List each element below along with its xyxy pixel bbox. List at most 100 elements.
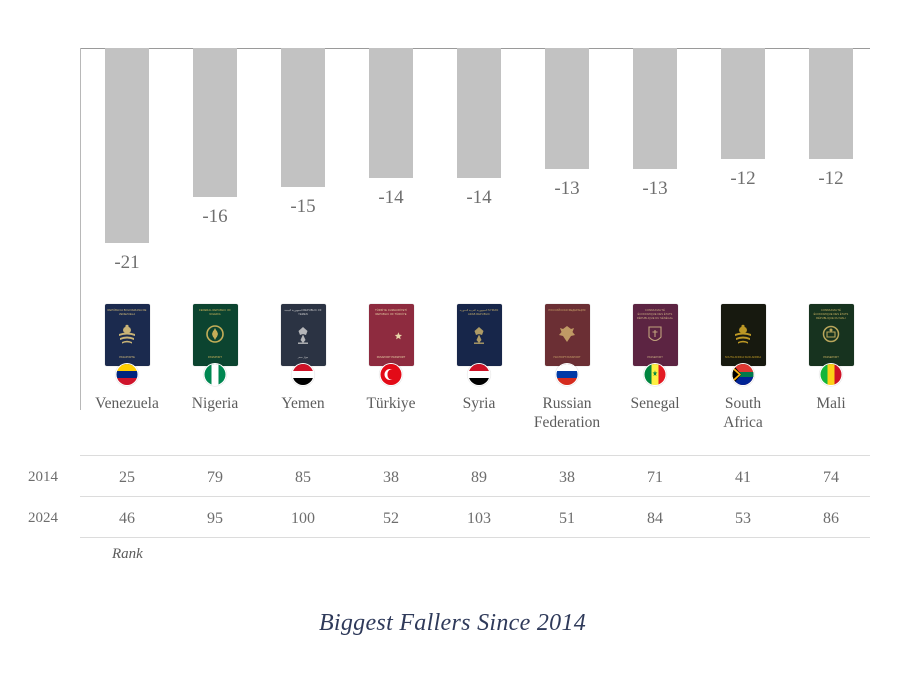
passport-bottom-text: جواز سفر: [297, 356, 309, 360]
table-cell: 25: [119, 469, 135, 486]
country-label-line: Federation: [533, 414, 601, 432]
country-label: South Africa: [688, 394, 798, 433]
table-cell: 74: [823, 469, 839, 486]
table-row-header-2014: 2014: [28, 469, 58, 485]
bar-column-t-rkiye: -14 TÜRKİYE CUMHURİYETİ REPUBLIC OF TÜRKİ…: [347, 48, 435, 412]
flag-icon-venezuela: [115, 363, 139, 386]
bar-value-label: -13: [642, 177, 668, 199]
flag-icon-senegal: [643, 363, 667, 386]
country-label-line: Venezuela: [95, 395, 159, 412]
passport-top-text: الجمهورية اليمنية REPUBLIC OF YEMEN: [284, 309, 322, 316]
table-separator-line: [80, 455, 870, 456]
bar-column-mali: -12 COMMUNAUTÉ ÉCONOMIQUE DES ÉTATS RÉPUB…: [787, 48, 875, 412]
passport-bottom-text: PASAPORT PASSPORT: [376, 356, 406, 360]
passport-image: SOUTH AFRICA SUID-AFRIKA: [717, 304, 769, 386]
country-label-line: Mali: [816, 395, 846, 412]
passport-top-text: الجمهورية العربية السورية SYRIAN ARAB RE…: [459, 309, 499, 316]
passport-bottom-text: PASSEPORT: [823, 356, 839, 360]
passport-bottom-text: PASAPORTE: [119, 356, 135, 360]
chart-title: Biggest Fallers Since 2014: [318, 610, 587, 636]
passport-image: REPÚBLICA BOLIVARIANA DE VENEZUELA PASAPO…: [101, 304, 153, 386]
country-label-line: Russian: [542, 395, 592, 412]
bar-column-south-africa: -12 SOUTH AFRICA SUID-AFRIKA South Africa: [699, 48, 787, 431]
passport-top-text: TÜRKİYE CUMHURİYETİ REPUBLIC OF TÜRKİYE: [375, 309, 407, 316]
table-row-header-2024: 2024: [28, 510, 58, 526]
bar[interactable]: [545, 48, 589, 169]
bar-value-label: -13: [554, 177, 580, 199]
flag-icon-mali: [819, 363, 843, 386]
table-cell: 103: [467, 510, 491, 527]
table-cell: 52: [383, 510, 399, 527]
passport-top-text: COMMUNAUTÉ ÉCONOMIQUE DES ÉTATS RÉPUBLIQ…: [636, 309, 674, 320]
country-label-line: Senegal: [630, 395, 680, 412]
bar[interactable]: [105, 48, 149, 243]
country-label: Syria: [424, 394, 534, 413]
table-cell: 79: [207, 469, 223, 486]
bar-column-nigeria: -16 FEDERAL REPUBLIC OF NIGERIA PASSPORT Ni…: [171, 48, 259, 412]
bar[interactable]: [457, 48, 501, 178]
axis-left-line: [80, 48, 81, 410]
country-label: Venezuela: [72, 394, 182, 413]
flag-icon-yemen: [291, 363, 315, 386]
country-label: Nigeria: [160, 394, 270, 413]
table-cell: 71: [647, 469, 663, 486]
passport-bottom-text: PASSEPORT: [647, 356, 663, 360]
country-label: Mali: [776, 394, 886, 413]
passport-emblem-icon: [467, 322, 491, 348]
passport-bottom-text: SOUTH AFRICA SUID-AFRIKA: [724, 356, 762, 360]
country-label-line: Nigeria: [191, 395, 239, 412]
country-label-line: Türkiye: [366, 395, 416, 412]
country-label-line: Yemen: [281, 395, 325, 412]
bar-column-syria: -14 الجمهورية العربية السورية SYRIAN ARAB…: [435, 48, 523, 412]
table-separator-line: [80, 537, 870, 538]
table-cell: 95: [207, 510, 223, 527]
passport-emblem-icon: [731, 322, 755, 348]
table-cell: 41: [735, 469, 751, 486]
table-cell: 85: [295, 469, 311, 486]
passport-emblem-icon: [819, 322, 843, 348]
passport-top-text: REPÚBLICA BOLIVARIANA DE VENEZUELA: [107, 309, 147, 316]
passport-top-text: COMMUNAUTÉ ÉCONOMIQUE DES ÉTATS RÉPUBLIQ…: [813, 309, 849, 320]
bar-value-label: -21: [114, 252, 140, 273]
passport-image: COMMUNAUTÉ ÉCONOMIQUE DES ÉTATS RÉPUBLIQ…: [805, 304, 857, 386]
bar-value-label: -12: [730, 168, 756, 190]
bar[interactable]: [193, 48, 237, 197]
passport-bottom-text: PASSPORT: [208, 356, 222, 360]
flag-icon-russian-federation: [555, 363, 579, 386]
passport-emblem-icon: [115, 322, 139, 348]
country-label-line: Syria: [462, 395, 496, 412]
country-label: Russian Federation: [512, 394, 622, 433]
country-label-line: Africa: [723, 414, 763, 432]
passport-emblem-icon: [203, 322, 227, 348]
table-cell: 51: [559, 510, 575, 527]
bar-value-label: -16: [202, 205, 228, 227]
passport-top-text: FEDERAL REPUBLIC OF NIGERIA: [199, 309, 231, 316]
bar[interactable]: [809, 48, 853, 160]
bar-chart-plot-area: -21 REPÚBLICA BOLIVARIANA DE VENEZUELA PAS…: [80, 48, 870, 431]
passport-cover: TÜRKİYE CUMHURİYETİ REPUBLIC OF TÜRKİYE P…: [368, 304, 414, 366]
passport-image: FEDERAL REPUBLIC OF NIGERIA PASSPORT: [189, 304, 241, 386]
bar-value-label: -12: [818, 168, 844, 190]
bar[interactable]: [721, 48, 765, 160]
passport-cover: الجمهورية العربية السورية SYRIAN ARAB RE…: [456, 304, 502, 366]
bar-column-russian-federation: -13 РОССИЙСКАЯ ФЕДЕРАЦИЯ ПАСПОРТ PASSPORT R…: [523, 48, 611, 431]
bar[interactable]: [281, 48, 325, 188]
flag-icon-nigeria: [203, 363, 227, 386]
table-separator-line: [80, 496, 870, 497]
country-label: Türkiye: [336, 394, 446, 413]
table-cell: 89: [471, 469, 487, 486]
passport-cover: FEDERAL REPUBLIC OF NIGERIA PASSPORT: [192, 304, 238, 366]
flag-icon-syria: [467, 363, 491, 386]
passport-cover: REPÚBLICA BOLIVARIANA DE VENEZUELA PASAPO…: [104, 304, 150, 366]
country-label: Yemen: [248, 394, 358, 413]
table-cell: 53: [735, 510, 751, 527]
flag-icon-t-rkiye: [379, 363, 403, 386]
bar-column-venezuela: -21 REPÚBLICA BOLIVARIANA DE VENEZUELA PAS…: [83, 48, 171, 412]
table-cell: 86: [823, 510, 839, 527]
bar[interactable]: [369, 48, 413, 178]
passport-image: COMMUNAUTÉ ÉCONOMIQUE DES ÉTATS RÉPUBLIQ…: [629, 304, 681, 386]
country-label: Senegal: [600, 394, 710, 413]
passport-emblem-icon: [555, 322, 579, 348]
bar[interactable]: [633, 48, 677, 169]
